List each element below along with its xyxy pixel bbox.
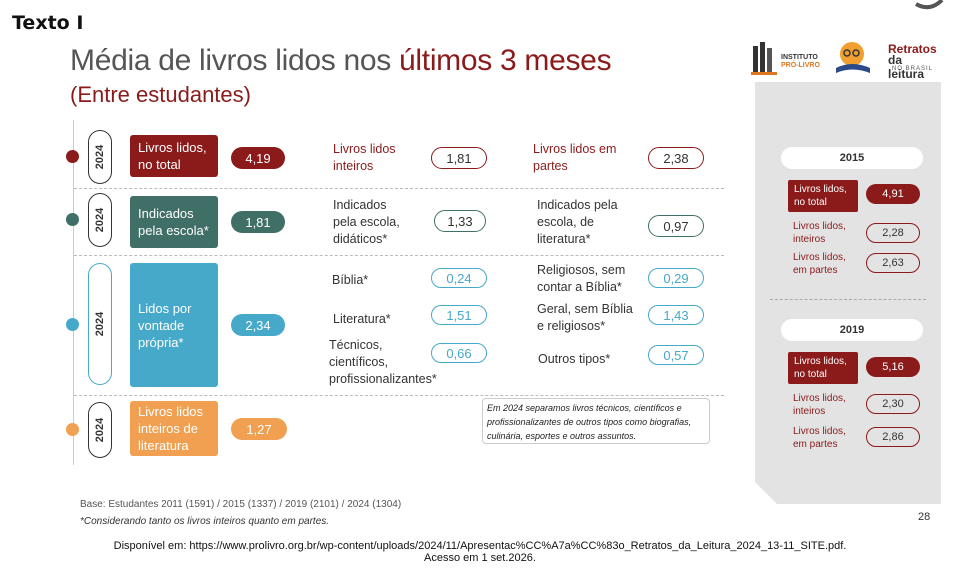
detail-label: Livros lidos inteiros (333, 142, 396, 173)
category-box: Indicados pela escola* (130, 196, 218, 248)
detail-label: Geral, sem Bíblia e religiosos* (537, 302, 633, 333)
row-separator (74, 395, 724, 396)
value-pill: 1,81 (231, 211, 285, 233)
inteiros-value: 2,30 (866, 394, 920, 414)
detail-label: Indicados pela escola, de literatura* (537, 198, 618, 246)
total-value: 5,16 (866, 357, 920, 377)
row-dot (66, 213, 79, 226)
value-pill: 1,27 (231, 418, 287, 440)
inteiros-label: Livros lidos, inteiros (793, 393, 846, 417)
category-box: Lidos por vontade própria* (130, 263, 218, 387)
detail-value-pill: 1,81 (431, 147, 487, 169)
reader-face-icon (836, 42, 870, 73)
slide-subtitle: (Entre estudantes) (70, 82, 251, 107)
value-pill: 4,19 (231, 147, 285, 169)
instituto-pro-livro-logo: INSTITUTO PRÓ-LIVRO (751, 40, 829, 76)
detail-value-pill: 0,57 (648, 345, 704, 365)
methodology-note: Em 2024 separamos livros técnicos, cient… (482, 398, 710, 444)
source-line2: Acesso em 1 set.2026. (424, 552, 536, 564)
detail-label: Religiosos, sem contar a Bíblia* (537, 263, 626, 294)
partes-value: 2,63 (866, 253, 920, 273)
row-separator (74, 255, 724, 256)
year-badge-2015: 2015 (781, 147, 923, 169)
row-dot (66, 423, 79, 436)
logo-left-line1: INSTITUTO (781, 54, 818, 61)
detail-label: Literatura* (333, 312, 391, 326)
sample-base: Base: Estudantes 2011 (1591) / 2015 (133… (80, 499, 402, 510)
year-badge: 2024 (88, 402, 112, 458)
source-line1: Disponível em: https://www.prolivro.org.… (113, 540, 847, 552)
inteiros-value: 2,28 (866, 223, 920, 243)
panel-separator (770, 299, 926, 300)
category-box: Livros lidos, no total (130, 135, 218, 177)
year-badge: 2024 (88, 263, 112, 385)
footnote: *Considerando tanto os livros inteiros q… (80, 516, 330, 527)
detail-label: Indicados pela escola, didáticos* (333, 198, 400, 246)
detail-label: Bíblia* (332, 273, 369, 287)
total-value: 4,91 (866, 184, 920, 204)
logo-right-line1: Retratos (888, 42, 937, 56)
logo-right-line3: NO BRASIL (892, 66, 934, 72)
source-citation: Disponível em: https://www.prolivro.org.… (0, 540, 960, 564)
detail-label: Outros tipos* (538, 352, 611, 366)
timeline-line (73, 120, 74, 465)
row-separator (74, 188, 724, 189)
page-number: 28 (918, 511, 931, 523)
retratos-da-leitura-logo: Retratos da leitura NO BRASIL (834, 40, 940, 81)
year-badge-2019: 2019 (781, 319, 923, 341)
partes-label: Livros lidos, em partes (793, 426, 846, 450)
partes-value: 2,86 (866, 427, 920, 447)
detail-value-pill: 1,51 (431, 305, 487, 325)
row-dot (66, 150, 79, 163)
logo-left-line2: PRÓ-LIVRO (781, 62, 820, 69)
header-label: Texto I (12, 12, 84, 34)
detail-value-pill: 0,66 (431, 343, 487, 363)
corner-decoration (912, 0, 960, 12)
year-badge: 2024 (88, 130, 112, 184)
books-icon (751, 42, 777, 75)
detail-value-pill: 0,24 (431, 268, 487, 288)
detail-value-pill: 0,97 (648, 215, 704, 237)
logo-right-line2: da leitura (888, 53, 925, 81)
inteiros-label: Livros lidos, inteiros (793, 221, 846, 245)
year-badge: 2024 (88, 193, 112, 247)
title-highlight: últimos 3 meses (399, 44, 612, 77)
detail-value-pill: 2,38 (648, 147, 704, 169)
slide-title: Média de livros lidos nos últimos 3 mese… (70, 44, 612, 78)
detail-label: Livros lidos em partes (533, 142, 617, 173)
detail-value-pill: 0,29 (648, 268, 704, 288)
row-dot (66, 318, 79, 331)
value-pill: 2,34 (231, 314, 285, 336)
title-prefix: Média de livros lidos nos (70, 44, 400, 77)
detail-value-pill: 1,43 (648, 305, 704, 325)
total-box: Livros lidos, no total (788, 352, 858, 384)
detail-value-pill: 1,33 (434, 210, 486, 232)
total-box: Livros lidos, no total (788, 180, 858, 212)
partes-label: Livros lidos, em partes (793, 252, 846, 276)
detail-label: Técnicos, científicos, profissionalizant… (329, 338, 437, 386)
category-box: Livros lidos inteiros de literatura (130, 401, 218, 456)
